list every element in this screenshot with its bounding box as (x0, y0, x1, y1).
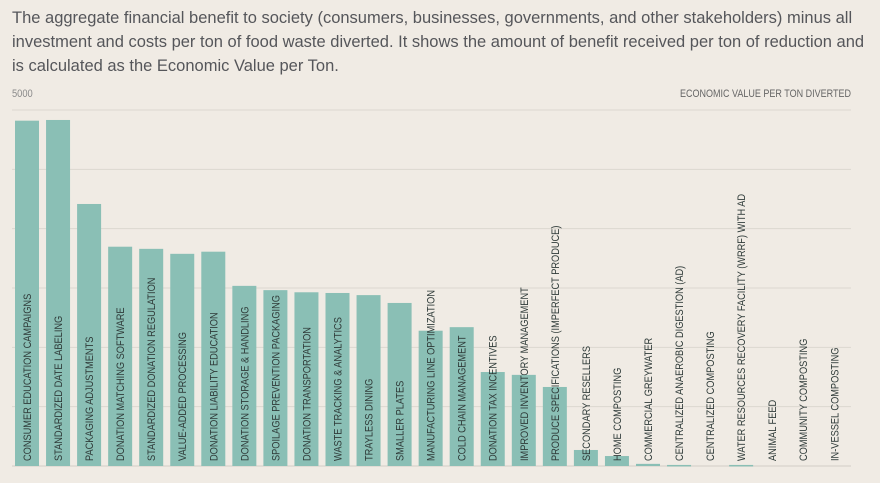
bar-label: TRAYLESS DINING (364, 379, 376, 461)
bar-label: DONATION TAX INCENTIVES (488, 335, 500, 461)
bar-label: HOME COMPOSTING (612, 368, 624, 461)
bar[interactable] (480, 372, 505, 466)
bar[interactable] (108, 246, 133, 466)
bar[interactable] (356, 295, 381, 466)
bar-label: CONSUMER EDUCATION CAMPAIGNS (22, 294, 34, 461)
bar[interactable] (263, 290, 288, 466)
bar-label: COMMERCIAL GREYWATER (643, 338, 655, 461)
bar-label: IN-VESSEL COMPOSTING (830, 347, 842, 461)
bar-label: ANIMAL FEED (768, 400, 780, 461)
bar[interactable] (511, 374, 536, 466)
bar-label: DONATION MATCHING SOFTWARE (115, 307, 127, 461)
bar[interactable] (294, 292, 319, 466)
bar-label: PRODUCE SPECIFICATIONS (IMPERFECT PRODUC… (550, 226, 562, 461)
bar-label: DONATION STORAGE & HANDLING (240, 306, 252, 461)
chart-description: The aggregate financial benefit to socie… (12, 9, 865, 75)
bar[interactable] (636, 463, 660, 466)
bar[interactable] (729, 464, 754, 467)
bar-label: SMALLER PLATES (395, 380, 407, 461)
bar-label: STANDARDIZED DATE LABELING (53, 316, 65, 461)
bar-labels: CONSUMER EDUCATION CAMPAIGNS STANDARDIZED… (22, 194, 841, 461)
bar-label: WATER RESOURCES RECOVERY FACILITY (WRRF)… (736, 194, 748, 461)
bar-label: CENTRALIZED ANAEROBIC DIGESTION (AD) (674, 266, 686, 461)
bar-label: COLD CHAIN MANAGEMENT (457, 335, 469, 461)
bar-label: STANDARDIZED DONATION REGULATION (147, 278, 159, 461)
bar[interactable] (77, 203, 102, 466)
bar-label: CENTRALIZED COMPOSTING (705, 331, 717, 461)
bar-label: IMPROVED INVENTORY MANAGEMENT (519, 287, 531, 461)
bar-label: SPOILAGE PREVENTION PACKAGING (271, 295, 283, 461)
bar[interactable] (542, 386, 567, 466)
bar-label: DONATION TRANSPORTATION (302, 327, 314, 461)
bar[interactable] (46, 119, 71, 466)
y-axis-label: ECONOMIC VALUE PER TON DIVERTED (680, 88, 851, 100)
bar[interactable] (170, 253, 195, 466)
bar-label: SECONDARY RESELLERS (581, 346, 593, 461)
bar-label: DONATION LIABILITY EDUCATION (209, 312, 221, 461)
bar[interactable] (232, 285, 257, 466)
bar[interactable] (387, 302, 412, 466)
bar-label: VALUE-ADDED PROCESSING (178, 332, 190, 461)
bar[interactable] (201, 251, 226, 466)
bar[interactable] (604, 456, 629, 466)
bar[interactable] (449, 327, 474, 466)
bars (15, 119, 754, 467)
bar[interactable] (139, 248, 164, 466)
bar[interactable] (573, 449, 598, 466)
bar[interactable] (325, 292, 350, 466)
bar[interactable] (667, 464, 692, 467)
y-tick-label-max: 5000 (12, 88, 33, 100)
bar[interactable] (15, 120, 39, 467)
bar-label: MANUFACTURING LINE OPTIMIZATION (426, 290, 438, 461)
bar-label: COMMUNITY COMPOSTING (799, 339, 811, 461)
bar[interactable] (418, 330, 443, 466)
bar-label: WASTE TRACKING & ANALYTICS (333, 317, 345, 461)
bar-label: PACKAGING ADJUSTMENTS (84, 336, 96, 461)
